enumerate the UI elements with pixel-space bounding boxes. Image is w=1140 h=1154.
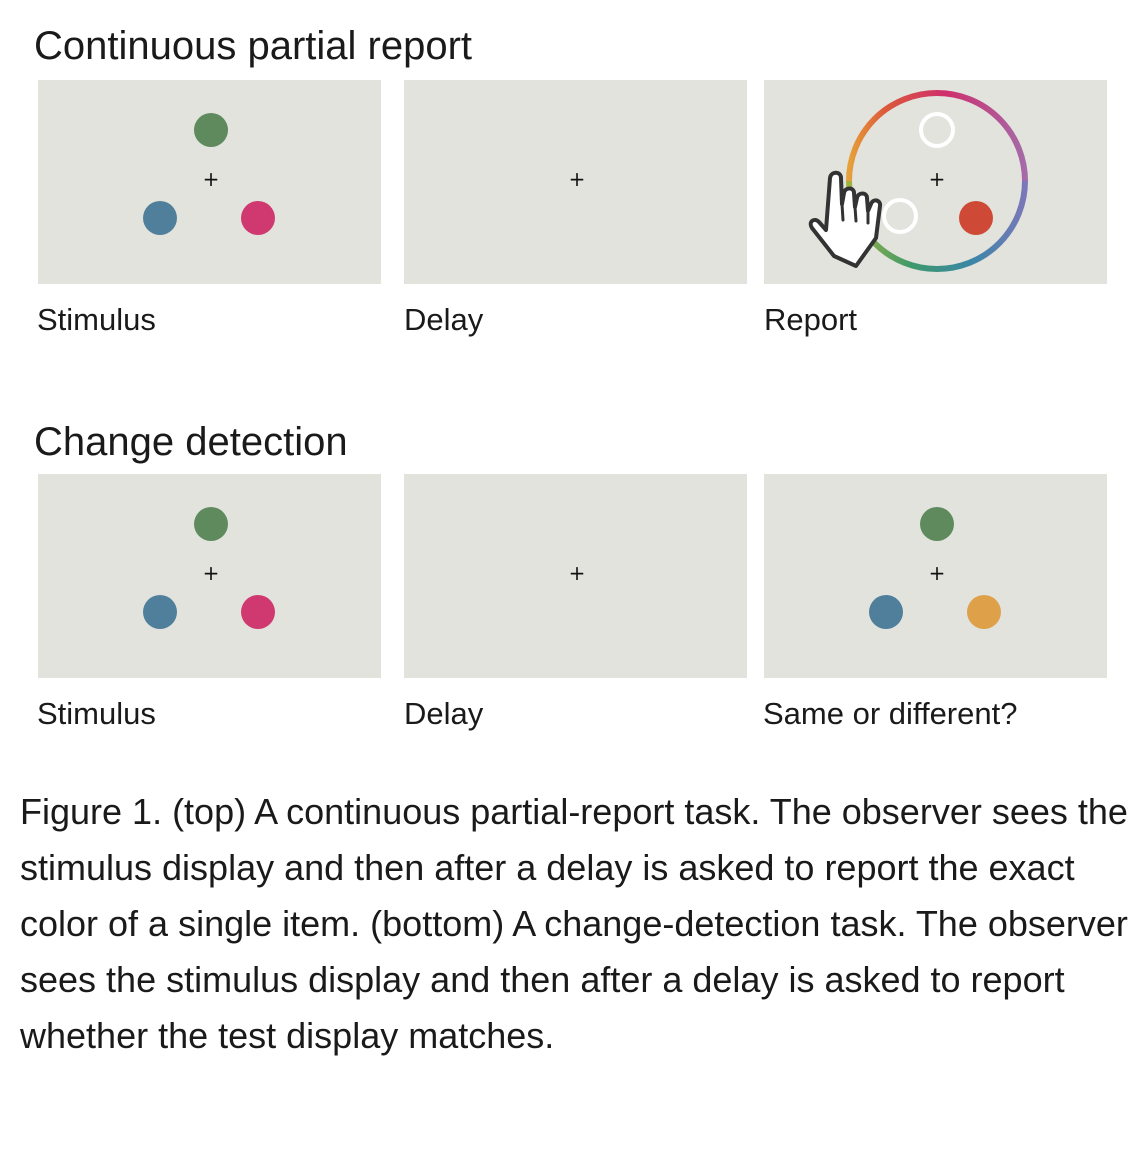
blue-dot	[143, 595, 177, 629]
section-title-continuous-report: Continuous partial report	[34, 24, 473, 68]
green-dot	[194, 113, 228, 147]
magenta-dot	[241, 595, 275, 629]
delay-display-bottom: +	[569, 561, 586, 585]
panel-test: +	[764, 474, 1107, 678]
probe-ring-top	[919, 112, 955, 148]
panel-label-delay: Delay	[404, 302, 484, 337]
green-dot	[194, 507, 228, 541]
panel-label-delay: Delay	[404, 696, 484, 731]
panel-delay-top: +	[404, 80, 747, 284]
fixation-cross: +	[203, 167, 220, 191]
panel-label-same-or-different: Same or different?	[763, 696, 1018, 731]
report-display: +	[808, 90, 1028, 272]
panel-label-stimulus: Stimulus	[37, 696, 156, 731]
blue-dot	[869, 595, 903, 629]
magenta-dot	[241, 201, 275, 235]
orange-dot	[967, 595, 1001, 629]
fixation-cross: +	[569, 561, 586, 585]
color-wheel[interactable]	[846, 90, 1028, 272]
panel-delay-bottom: +	[404, 474, 747, 678]
red-dot	[959, 201, 993, 235]
panel-report: +	[764, 80, 1107, 284]
figure-caption: Figure 1. (top) A continuous partial-rep…	[20, 791, 1128, 1056]
green-dot	[920, 507, 954, 541]
panel-label-stimulus: Stimulus	[37, 302, 156, 337]
blue-dot	[143, 201, 177, 235]
fixation-cross: +	[929, 561, 946, 585]
delay-display-top: +	[569, 167, 586, 191]
panel-label-report: Report	[764, 302, 858, 337]
panel-stimulus-bottom: +	[38, 474, 381, 678]
pointing-hand-cursor-icon	[808, 170, 883, 268]
stimulus-display-bottom: +	[143, 507, 275, 629]
fixation-cross: +	[569, 167, 586, 191]
cursor-finger-lines	[840, 202, 870, 225]
fixation-cross: +	[929, 167, 946, 191]
panel-stimulus-top: +	[38, 80, 381, 284]
stimulus-display-top: +	[143, 113, 275, 235]
test-display: +	[869, 507, 1001, 629]
probe-ring-left	[882, 198, 918, 234]
fixation-cross: +	[203, 561, 220, 585]
section-title-change-detection: Change detection	[34, 420, 348, 464]
